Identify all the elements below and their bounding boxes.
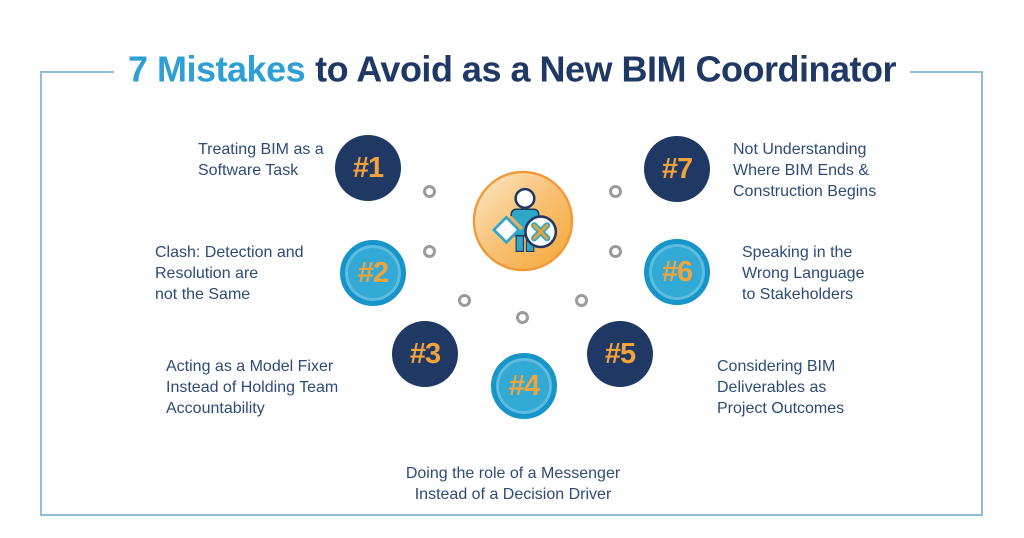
title-rest: to Avoid as a New BIM Coordinator <box>315 48 896 90</box>
mistake-4-number: #4 <box>508 369 540 402</box>
mistake-2-number: #2 <box>357 256 389 289</box>
mistake-2-label: Clash: Detection and Resolution are not … <box>155 244 304 303</box>
mistake-4-label: Doing the role of a Messenger Instead of… <box>405 465 621 503</box>
page-title: 7 Mistakes to Avoid as a New BIM Coordina… <box>114 48 910 91</box>
mistake-1-label: Treating BIM as a Software Task <box>198 141 324 179</box>
mistake-1-badge: #1 <box>335 135 401 201</box>
mistake-3-badge: #3 <box>392 321 458 387</box>
mistake-5-number: #5 <box>604 337 636 370</box>
mistake-3-label: Acting as a Model Fixer Instead of Holdi… <box>166 358 339 417</box>
title-highlight: 7 Mistakes <box>128 48 306 90</box>
mistake-2-badge: #2 <box>340 240 406 306</box>
connector-dot-1 <box>423 185 436 198</box>
mistake-1-number: #1 <box>352 151 384 184</box>
connector-dot-5 <box>575 294 588 307</box>
mistake-6-label: Speaking in the Wrong Language to Stakeh… <box>742 244 865 303</box>
mistake-7-number: #7 <box>661 152 693 185</box>
mistake-6-number: #6 <box>661 255 693 288</box>
connector-dot-7 <box>609 185 622 198</box>
connector-dot-6 <box>609 245 622 258</box>
mistake-7-badge: #7 <box>644 136 710 202</box>
bim-coordinator-icon <box>472 170 574 272</box>
connector-dot-2 <box>423 245 436 258</box>
mistake-5-label: Considering BIM Deliverables as Project … <box>717 358 845 417</box>
mistake-6-badge: #6 <box>644 239 710 305</box>
mistake-5-badge: #5 <box>587 321 653 387</box>
mistake-3-number: #3 <box>409 337 441 370</box>
person-with-x-icon <box>472 170 574 272</box>
connector-dot-3 <box>458 294 471 307</box>
mistake-7-label: Not Understanding Where BIM Ends & Const… <box>733 141 877 200</box>
mistake-4-badge: #4 <box>491 353 557 419</box>
connector-dot-4 <box>516 311 529 324</box>
